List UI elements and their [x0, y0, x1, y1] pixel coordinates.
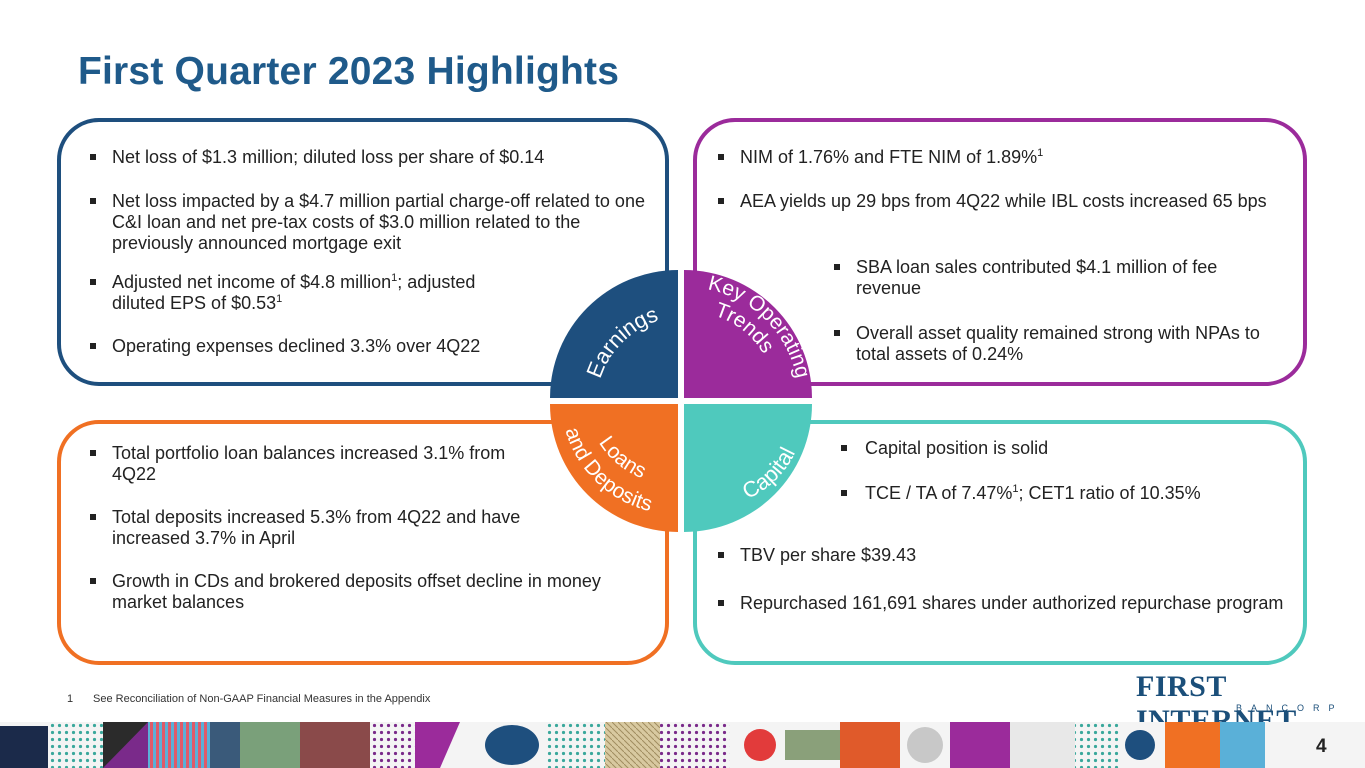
earnings-bullet: Net loss of $1.3 million; diluted loss p… [87, 147, 647, 168]
operating-trends-panel [693, 118, 1307, 386]
decorative-image-strip [0, 722, 1365, 768]
strip-tile [240, 722, 300, 768]
trends-bullet: AEA yields up 29 bps from 4Q22 while IBL… [715, 191, 1275, 212]
strip-tile [744, 729, 776, 761]
footnote: 1 See Reconciliation of Non-GAAP Financia… [67, 693, 430, 705]
earnings-quadrant [550, 270, 678, 398]
capital-bullet: TBV per share $39.43 [715, 545, 1285, 566]
company-logo: FIRST INTERNET BANCORP [1136, 670, 1350, 737]
capital-panel [693, 420, 1307, 665]
earnings-bullet: Operating expenses declined 3.3% over 4Q… [87, 336, 647, 357]
strip-tile [1010, 722, 1075, 768]
capital-quadrant [684, 404, 812, 532]
earnings-panel [57, 118, 669, 386]
loans-bullet: Total deposits increased 5.3% from 4Q22 … [87, 507, 532, 549]
footnote-number: 1 [67, 693, 74, 705]
capital-bullet: Repurchased 161,691 shares under authori… [715, 593, 1285, 614]
strip-tile [907, 727, 943, 763]
capital-bullet-list-2: TBV per share $39.43 Repurchased 161,691… [715, 545, 1285, 614]
loans-bullet: Total portfolio loan balances increased … [87, 443, 512, 485]
strip-tile [210, 722, 240, 768]
strip-tile [1220, 722, 1265, 768]
capital-bullet-list: Capital position is solid TCE / TA of 7.… [838, 438, 1278, 504]
strip-tile [48, 722, 103, 768]
capital-bullet-text: TCE / TA of 7.47% [865, 483, 1013, 503]
strip-tile [300, 722, 370, 768]
footnote-text: See Reconciliation of Non-GAAP Financial… [93, 693, 431, 705]
strip-tile [370, 722, 415, 768]
strip-tile [1125, 730, 1155, 760]
strip-tile [1165, 722, 1220, 768]
loans-deposits-panel [57, 420, 669, 665]
capital-bullet: TCE / TA of 7.47%1; CET1 ratio of 10.35% [838, 483, 1278, 504]
strip-tile [785, 730, 840, 760]
trends-bullet: Overall asset quality remained strong wi… [831, 323, 1271, 365]
earnings-bullet: Net loss impacted by a $4.7 million part… [87, 191, 647, 254]
trends-bullet-text: NIM of 1.76% and FTE NIM of 1.89% [740, 147, 1038, 167]
page-title: First Quarter 2023 Highlights [78, 50, 620, 93]
strip-tile [485, 725, 539, 765]
page-number: 4 [1316, 736, 1327, 757]
footnote-marker: 1 [276, 293, 283, 305]
loans-quadrant [550, 404, 678, 532]
footnote-marker: 1 [391, 272, 398, 284]
capital-bullet-text: ; CET1 ratio of 10.35% [1018, 483, 1201, 503]
earnings-bullet-text: Adjusted net income of $4.8 million [112, 272, 392, 292]
strip-tile [545, 722, 605, 768]
footnote-marker: 1 [1012, 483, 1019, 495]
trends-bullet-list: NIM of 1.76% and FTE NIM of 1.89%1 AEA y… [715, 147, 1275, 212]
strip-tile [840, 722, 900, 768]
strip-tile [660, 722, 730, 768]
loans-bullet: Growth in CDs and brokered deposits offs… [87, 571, 607, 613]
earnings-bullet-text: ; adjusted diluted EPS of $0.53 [112, 272, 476, 313]
trends-bullet: NIM of 1.76% and FTE NIM of 1.89%1 [715, 147, 1275, 168]
strip-tile [1075, 722, 1120, 768]
loans-bullet-list: Total portfolio loan balances increased … [87, 443, 607, 613]
trends-quadrant [684, 270, 812, 398]
strip-tile [605, 722, 660, 768]
footnote-marker: 1 [1037, 147, 1044, 159]
earnings-bullet: Adjusted net income of $4.8 million1; ad… [87, 272, 532, 314]
trends-bullet-list-2: SBA loan sales contributed $4.1 million … [831, 257, 1271, 365]
strip-tile [148, 722, 210, 768]
logo-subtitle: BANCORP [1236, 703, 1344, 713]
earnings-bullet-list: Net loss of $1.3 million; diluted loss p… [87, 147, 647, 357]
strip-tile [0, 726, 48, 768]
strip-tile [950, 722, 1010, 768]
capital-bullet: Capital position is solid [838, 438, 1278, 459]
trends-bullet: SBA loan sales contributed $4.1 million … [831, 257, 1271, 299]
highlights-pie: Earnings Key Operating Trends Loans and … [550, 270, 814, 532]
